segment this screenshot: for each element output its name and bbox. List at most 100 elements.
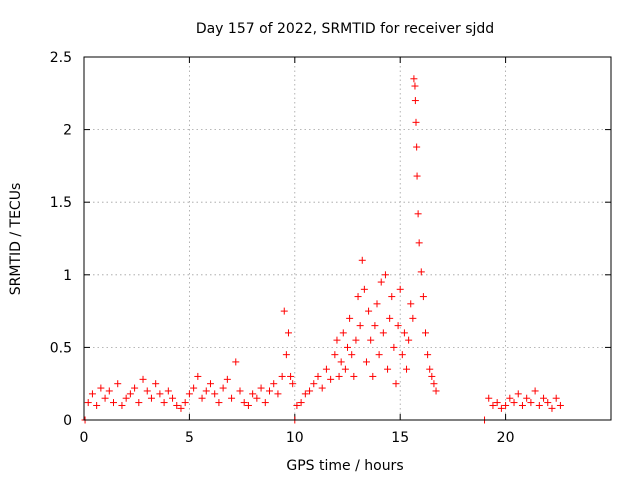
data-point: [331, 351, 339, 359]
data-point: [548, 404, 556, 412]
data-point: [236, 387, 244, 395]
data-point: [369, 372, 377, 380]
data-point: [489, 401, 497, 409]
data-point: [156, 390, 164, 398]
data-point: [426, 365, 434, 373]
data-point: [261, 399, 269, 407]
data-series: [81, 75, 564, 424]
data-point: [287, 372, 295, 380]
data-point: [367, 336, 375, 344]
x-tick-label: 5: [185, 430, 194, 446]
data-point: [413, 143, 421, 151]
data-point: [365, 307, 373, 315]
data-point: [327, 375, 335, 383]
data-point: [527, 399, 535, 407]
data-point: [409, 314, 417, 322]
grid-lines: [84, 57, 611, 420]
data-point: [135, 399, 143, 407]
data-point: [379, 329, 387, 337]
data-point: [552, 394, 560, 402]
data-point: [274, 390, 282, 398]
data-point: [346, 314, 354, 322]
data-point: [396, 285, 404, 293]
data-point: [350, 372, 358, 380]
data-point: [84, 399, 92, 407]
data-point: [318, 384, 326, 392]
data-point: [215, 399, 223, 407]
data-point: [322, 365, 330, 373]
data-point: [344, 343, 351, 351]
data-point: [392, 380, 400, 388]
data-point: [535, 401, 543, 409]
data-point: [523, 394, 531, 402]
data-point: [232, 358, 240, 366]
data-point: [97, 384, 105, 392]
data-point: [306, 387, 314, 395]
data-point: [160, 399, 168, 407]
data-point: [93, 401, 101, 409]
data-point: [412, 118, 420, 126]
data-point: [421, 329, 429, 337]
data-point: [360, 285, 368, 293]
data-point: [417, 268, 425, 276]
data-point: [114, 380, 122, 388]
data-point: [270, 380, 278, 388]
data-point: [139, 375, 147, 383]
data-point: [211, 390, 219, 398]
data-point: [432, 387, 440, 395]
x-tick-label: 0: [80, 430, 89, 446]
data-point: [358, 256, 366, 264]
data-point: [514, 390, 522, 398]
data-point: [390, 343, 398, 351]
data-point: [398, 351, 406, 359]
data-point: [510, 399, 518, 407]
data-point: [181, 399, 189, 407]
data-point: [384, 365, 392, 373]
data-point: [202, 387, 210, 395]
data-point: [506, 394, 514, 402]
data-point: [348, 351, 356, 359]
data-point: [185, 390, 193, 398]
y-tick-label: 1: [63, 268, 72, 284]
data-point: [169, 394, 177, 402]
data-point: [223, 375, 231, 383]
data-point: [266, 387, 274, 395]
data-point: [400, 329, 408, 337]
y-axis: 0 0.5 1 1.5 2 2.5: [50, 50, 611, 429]
y-tick-label: 2.5: [50, 50, 72, 66]
data-point: [362, 358, 370, 366]
data-point: [518, 401, 526, 409]
y-tick-label: 1.5: [50, 195, 72, 211]
data-point: [428, 372, 436, 380]
data-point: [177, 404, 185, 412]
data-point: [126, 390, 134, 398]
data-point: [540, 394, 548, 402]
y-tick-label: 2: [63, 123, 72, 139]
data-point: [314, 372, 322, 380]
data-point: [333, 336, 341, 344]
data-point: [219, 384, 227, 392]
data-point: [414, 210, 422, 218]
data-point: [339, 329, 347, 337]
data-point: [407, 300, 415, 308]
data-point: [101, 394, 109, 402]
data-point: [411, 97, 419, 105]
data-point: [403, 365, 411, 373]
data-point: [282, 351, 290, 359]
data-point: [341, 365, 349, 373]
data-point: [335, 372, 343, 380]
data-point: [301, 390, 309, 398]
data-point: [152, 380, 160, 388]
data-point: [173, 401, 181, 409]
data-point: [424, 351, 432, 359]
data-point: [502, 401, 510, 409]
data-point: [373, 300, 381, 308]
data-point: [88, 390, 96, 398]
data-point: [430, 380, 438, 388]
data-point: [190, 384, 198, 392]
x-axis: 0 5 10 15 20: [80, 57, 515, 446]
plot-frame: [83, 56, 612, 421]
data-point: [198, 394, 206, 402]
data-point: [352, 336, 360, 344]
